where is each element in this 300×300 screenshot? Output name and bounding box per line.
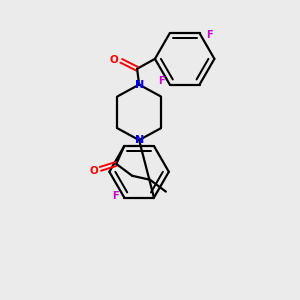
Text: N: N xyxy=(136,135,145,145)
Text: N: N xyxy=(136,80,145,90)
Text: O: O xyxy=(89,166,98,176)
Text: F: F xyxy=(206,30,213,40)
Text: O: O xyxy=(110,55,119,65)
Text: F: F xyxy=(112,190,119,201)
Text: F: F xyxy=(159,76,165,85)
